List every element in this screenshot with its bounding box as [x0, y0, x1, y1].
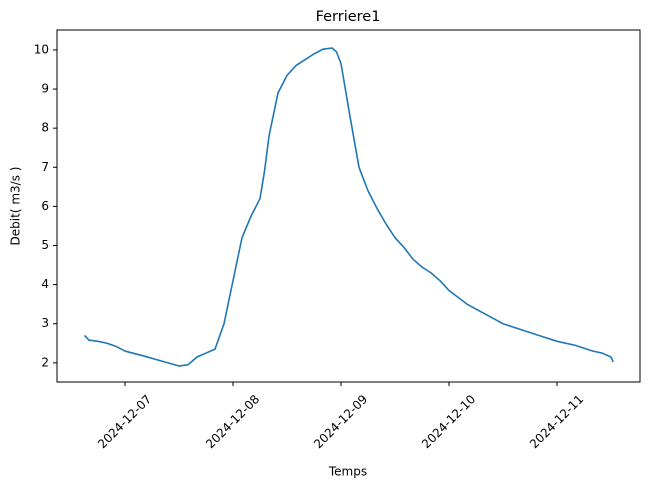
- chart-title: Ferriere1: [316, 9, 381, 25]
- data-line: [83, 47, 614, 367]
- x-tick-label: 2024-12-07: [95, 392, 154, 451]
- y-tick-label: 5: [41, 238, 49, 252]
- x-tick-label: 2024-12-11: [527, 392, 586, 451]
- y-tick-label: 9: [41, 82, 49, 96]
- plot-frame: [56, 29, 641, 383]
- y-tick-label: 10: [34, 42, 49, 56]
- x-tick-label: 2024-12-10: [419, 392, 478, 451]
- x-tick-label: 2024-12-09: [311, 392, 370, 451]
- y-axis-label: Debit( m3/s ): [9, 167, 23, 246]
- y-tick-label: 4: [41, 277, 49, 291]
- x-axis-label: Temps: [328, 465, 367, 479]
- y-tick-label: 8: [41, 121, 49, 135]
- y-tick-label: 2: [41, 355, 49, 369]
- x-tick-label: 2024-12-08: [203, 392, 262, 451]
- y-tick-label: 3: [41, 316, 49, 330]
- y-tick-label: 7: [41, 160, 49, 174]
- y-tick-label: 6: [41, 199, 49, 213]
